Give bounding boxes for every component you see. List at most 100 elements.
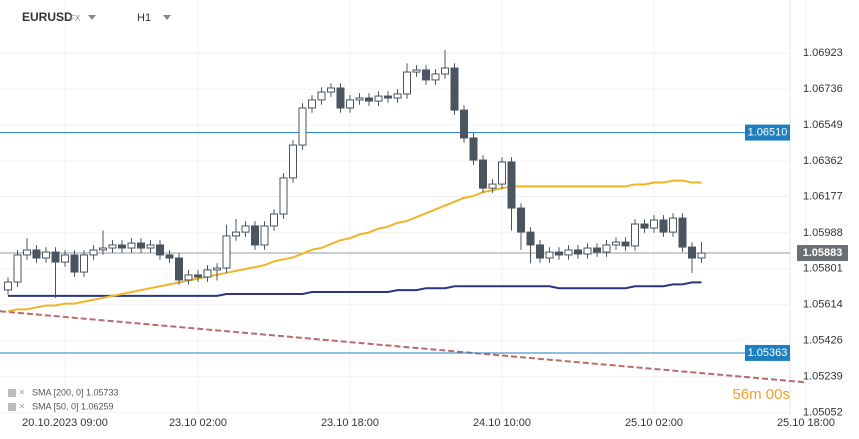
level-label-box <box>745 344 790 361</box>
candle-body <box>422 69 430 81</box>
candle-body <box>365 97 373 102</box>
y-tick-label: 1.06549 <box>803 119 843 131</box>
candle-body <box>61 254 69 263</box>
x-tick-label: 25.10 02:00 <box>625 417 683 429</box>
candle-body <box>384 95 392 99</box>
candle-body <box>640 223 649 229</box>
candle-body <box>241 225 250 233</box>
candle-body <box>697 252 706 259</box>
candle-body <box>460 109 468 139</box>
candle-body <box>51 251 60 263</box>
candle-body <box>213 267 221 271</box>
y-tick-label: 1.06736 <box>803 83 843 95</box>
candle-body <box>431 73 440 81</box>
candle-body <box>146 244 155 249</box>
candle-body <box>80 254 88 273</box>
symbol[interactable]: EURUSD <box>22 10 73 24</box>
candle-body <box>526 231 535 246</box>
candle-body <box>232 231 240 237</box>
candle-body <box>441 67 449 75</box>
candle-body <box>393 93 402 99</box>
level-label-box <box>745 124 790 141</box>
candle-body <box>688 246 696 259</box>
candle-body <box>650 219 658 229</box>
y-tick-label: 1.06362 <box>803 155 843 167</box>
candle-body <box>137 242 145 249</box>
sma-line <box>7 179 702 313</box>
legend-close: × <box>19 402 25 413</box>
y-tick-label: 1.06177 <box>803 190 843 202</box>
candle-body <box>507 161 516 209</box>
candle-body <box>574 249 582 255</box>
y-tick-label: 1.05801 <box>803 263 843 275</box>
candle-body <box>89 249 98 256</box>
x-tick-label: 20.10.2023 09:00 <box>22 417 108 429</box>
dropdown-arrow[interactable] <box>163 15 171 20</box>
candle-body <box>99 247 107 251</box>
plot-area <box>0 0 807 415</box>
candle-body <box>346 99 354 109</box>
candle-body <box>289 144 297 179</box>
candle-body <box>488 183 497 189</box>
candle-body <box>336 87 345 109</box>
candle-body <box>4 281 12 291</box>
candle-body <box>127 242 136 249</box>
candle-body <box>669 217 677 233</box>
timeframe[interactable]: H1 <box>137 12 151 24</box>
candle-body <box>374 95 383 102</box>
candle-body <box>70 254 79 273</box>
candle-body <box>479 159 487 189</box>
legend-label: SMA [200, 0] 1.05733 <box>32 387 119 397</box>
candle-body <box>279 177 288 215</box>
legend-icon <box>8 403 16 411</box>
y-tick-label: 1.05052 <box>803 407 843 419</box>
legend-label: SMA [50, 0] 1.06259 <box>32 401 114 411</box>
candle-body <box>583 247 592 255</box>
candle-body <box>659 219 668 233</box>
dropdown-arrow[interactable] <box>88 15 96 20</box>
sma-line <box>8 281 702 297</box>
candle-body <box>602 244 611 253</box>
candle-body <box>118 244 126 249</box>
candle-body <box>355 97 364 101</box>
candle-body <box>260 225 269 246</box>
candle-body <box>32 249 41 259</box>
candle-body <box>175 257 183 281</box>
candle-body <box>42 251 50 259</box>
legend-close: × <box>19 388 25 399</box>
candle-body <box>156 244 164 256</box>
current-price-label: 1.05883 <box>803 247 843 259</box>
candle-body <box>251 225 259 246</box>
candle-body <box>327 87 335 93</box>
candle-body <box>593 247 601 253</box>
candle-body <box>298 107 307 146</box>
countdown: 56m 00s <box>732 386 790 403</box>
candle-body <box>631 223 639 247</box>
candle-body <box>498 161 506 185</box>
market: FX <box>70 14 81 23</box>
candle-body <box>469 137 478 161</box>
candle-body <box>270 213 278 227</box>
candle-body <box>621 241 630 247</box>
x-tick-label: 24.10 10:00 <box>473 417 531 429</box>
candle-body <box>678 217 687 248</box>
level-label: 1.05363 <box>748 347 788 359</box>
candle-body <box>517 207 525 233</box>
candle-body <box>555 251 563 256</box>
y-tick-label: 1.05239 <box>803 371 843 383</box>
candle-body <box>308 99 316 109</box>
level-label: 1.06510 <box>748 126 788 138</box>
x-tick-label: 23.10 18:00 <box>321 417 379 429</box>
candle-body <box>536 244 544 259</box>
current-price-box <box>797 245 848 262</box>
candle-body <box>545 251 554 259</box>
candle-body <box>450 67 459 111</box>
candle-body <box>403 71 411 95</box>
y-tick-label: 1.06923 <box>803 47 843 59</box>
candle-body <box>13 254 22 283</box>
candle-body <box>564 249 573 256</box>
candle-body <box>612 241 620 246</box>
candle-body <box>222 235 231 269</box>
y-tick-label: 1.05614 <box>803 299 843 311</box>
